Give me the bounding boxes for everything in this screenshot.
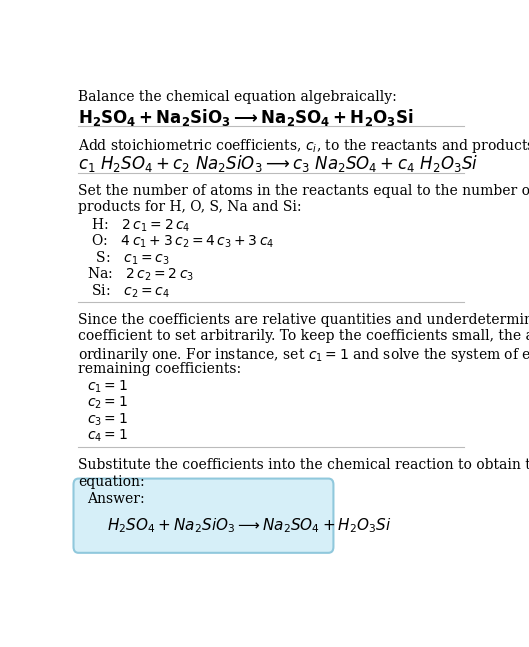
Text: Since the coefficients are relative quantities and underdetermined, choose a: Since the coefficients are relative quan… <box>78 313 529 327</box>
Text: Answer:: Answer: <box>87 492 144 506</box>
FancyBboxPatch shape <box>74 479 333 553</box>
Text: $c_1\ H_2SO_4 + c_2\ Na_2SiO_3 \longrightarrow c_3\ Na_2SO_4 + c_4\ H_2O_3Si$: $c_1\ H_2SO_4 + c_2\ Na_2SiO_3 \longrigh… <box>78 153 479 174</box>
Text: $c_2 = 1$: $c_2 = 1$ <box>87 395 127 411</box>
Text: $\mathbf{H_2SO_4 + Na_2SiO_3 \longrightarrow Na_2SO_4 + H_2O_3Si}$: $\mathbf{H_2SO_4 + Na_2SiO_3 \longrighta… <box>78 107 414 127</box>
Text: O:$\quad$$4\,c_1 + 3\,c_2 = 4\,c_3 + 3\,c_4$: O:$\quad$$4\,c_1 + 3\,c_2 = 4\,c_3 + 3\,… <box>87 233 274 250</box>
Text: Si:$\quad$$c_2 = c_4$: Si:$\quad$$c_2 = c_4$ <box>87 282 170 300</box>
Text: products for H, O, S, Na and Si:: products for H, O, S, Na and Si: <box>78 200 302 214</box>
Text: S:$\quad$$c_1 = c_3$: S:$\quad$$c_1 = c_3$ <box>87 250 169 267</box>
Text: equation:: equation: <box>78 475 145 488</box>
Text: coefficient to set arbitrarily. To keep the coefficients small, the arbitrary va: coefficient to set arbitrarily. To keep … <box>78 329 529 343</box>
Text: $H_2SO_4 + Na_2SiO_3 \longrightarrow Na_2SO_4 + H_2O_3Si$: $H_2SO_4 + Na_2SiO_3 \longrightarrow Na_… <box>107 516 392 534</box>
Text: $c_3 = 1$: $c_3 = 1$ <box>87 411 127 428</box>
Text: Na:$\quad$$2\,c_2 = 2\,c_3$: Na:$\quad$$2\,c_2 = 2\,c_3$ <box>87 266 194 283</box>
Text: Substitute the coefficients into the chemical reaction to obtain the balanced: Substitute the coefficients into the che… <box>78 458 529 472</box>
Text: ordinarily one. For instance, set $c_1 = 1$ and solve the system of equations fo: ordinarily one. For instance, set $c_1 =… <box>78 345 529 364</box>
Text: Set the number of atoms in the reactants equal to the number of atoms in the: Set the number of atoms in the reactants… <box>78 184 529 198</box>
Text: Balance the chemical equation algebraically:: Balance the chemical equation algebraica… <box>78 90 397 104</box>
Text: H:$\quad$$2\,c_1 = 2\,c_4$: H:$\quad$$2\,c_1 = 2\,c_4$ <box>87 217 190 234</box>
Text: $c_4 = 1$: $c_4 = 1$ <box>87 428 127 444</box>
Text: remaining coefficients:: remaining coefficients: <box>78 362 242 376</box>
Text: Add stoichiometric coefficients, $c_i$, to the reactants and products:: Add stoichiometric coefficients, $c_i$, … <box>78 137 529 155</box>
Text: $c_1 = 1$: $c_1 = 1$ <box>87 378 127 395</box>
